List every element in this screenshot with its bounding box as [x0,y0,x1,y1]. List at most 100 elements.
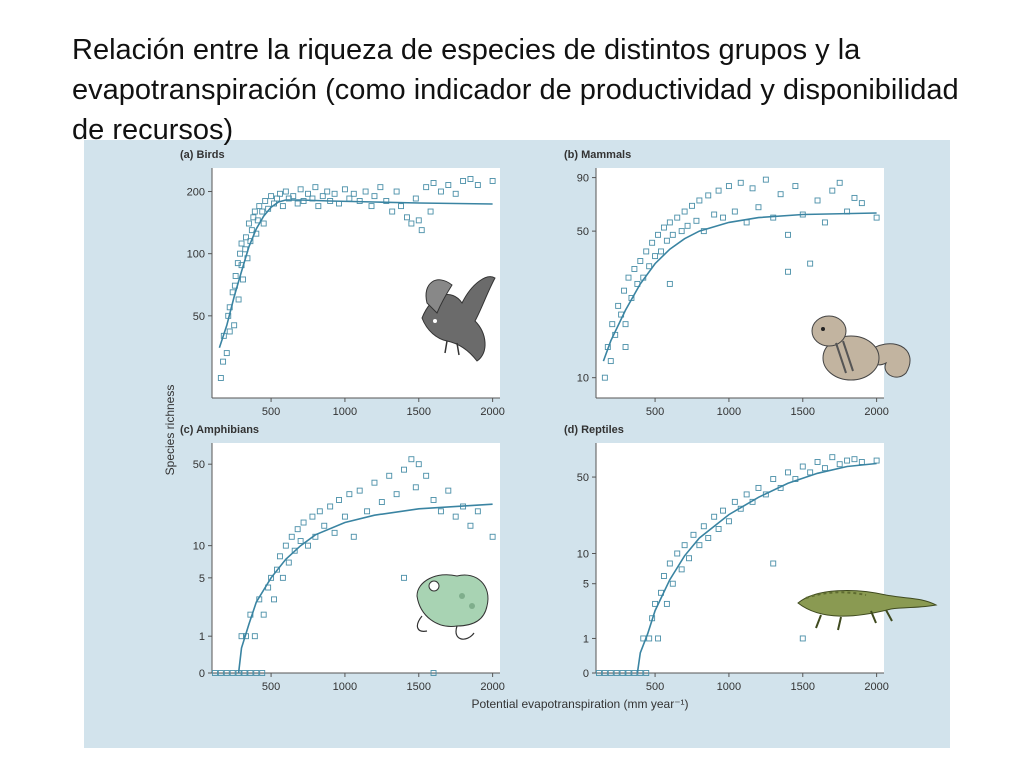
figure-panel: Species richness Potential evapotranspir… [84,140,950,748]
mammals-fit-curve [602,212,877,362]
birds-data-point [237,250,244,257]
birds-data-point [412,195,419,202]
reptiles-data-point [674,550,681,557]
birds-data-point [467,176,474,182]
mammals-x-tick-label: 500 [646,406,664,418]
mammals-x-tick-label: 1000 [717,406,741,418]
mammals-data-point [851,194,858,201]
mammals-data-point [715,187,722,194]
x-axis-label: Potential evapotranspiration (mm year⁻¹) [471,697,688,711]
reptiles-data-point [711,513,718,520]
amphibians-data-point [316,508,323,515]
reptiles-data-point [596,670,602,676]
amphibians-data-point [346,491,353,498]
amphibians-data-point [274,566,280,573]
reptiles-data-point [607,670,614,676]
amphibians-data-point [430,670,437,676]
mammals-data-point [621,287,628,294]
birds-data-point [312,184,319,191]
amphibians-data-point [371,479,378,486]
slide-title: Relación entre la riqueza de especies de… [72,34,959,146]
reptiles-data-point [743,491,750,498]
chipmunk-eye [821,327,825,331]
amphibians-x-tick-label: 1500 [407,681,431,693]
reptiles-fit-curve [636,462,877,674]
amphibians-data-point [327,503,334,510]
birds-data-point [371,193,378,200]
amphibians-data-point [401,466,407,473]
amphibians-data-point [489,533,496,540]
birds-data-point [279,203,286,210]
amphibians-data-point [294,526,301,533]
amphibians-y-tick-label: 0 [199,668,205,680]
birds-data-point [408,220,415,227]
mammals-data-point [725,183,732,190]
birds-y-tick-label: 200 [187,187,205,199]
amphibians-data-point [259,670,266,676]
reptiles-data-point [814,459,821,465]
mammals-data-point [785,231,791,238]
reptiles-y-tick-label: 5 [583,579,589,591]
mammals-data-point [755,204,762,211]
amphibians-data-point [305,542,311,549]
reptiles-data-point [655,635,661,642]
birds-data-point [423,184,430,191]
amphibians-data-point [474,508,481,515]
bird-legs [444,340,460,356]
mammals-data-point [836,179,843,186]
birds-data-point [290,193,297,200]
mammals-data-point [663,237,670,244]
birds-data-point [254,217,261,224]
amphibians-data-point [378,499,385,505]
reptiles-data-point [601,670,608,676]
birds-title: (a) Birds [180,149,225,161]
mammals-data-point [689,202,695,209]
amphibians-data-point [217,670,224,676]
crocodile-scales [805,591,867,599]
mammals-data-point [696,197,703,204]
birds-y-tick-label: 50 [193,311,205,323]
amphibians-data-point [401,574,407,581]
reptiles-data-point [799,463,806,470]
reptiles-data-point [669,580,676,587]
mammals-data-point [821,219,828,226]
mammals-data-point [622,321,629,328]
mammals-data-point [631,266,638,272]
mammals-data-point [770,214,777,221]
birds-data-point [437,188,444,195]
amphibians-data-point [408,456,415,463]
bird-eye [433,319,437,323]
mammals-data-point [609,321,616,328]
amphibians-data-point [268,574,275,581]
reptiles-data-point [705,535,712,541]
frog-spot [459,593,465,599]
mammals-data-point [762,176,769,183]
birds-x-tick-label: 2000 [480,406,504,418]
birds-data-point [452,190,459,197]
birds-data-point [324,188,331,195]
reptiles-data-point [844,457,851,464]
amphibians-data-point [238,633,245,640]
crocodile-legs [815,609,893,631]
birds-data-point [404,214,410,221]
reptiles-title: (d) Reptiles [564,424,624,436]
mammals-data-point [777,191,784,198]
mammals-data-point [681,208,688,215]
birds-plot-area [212,168,500,398]
mammals-data-point [666,280,673,287]
amphibians-data-point [282,542,289,549]
reptiles-y-tick-label: 1 [583,633,589,645]
reptiles-data-point [625,670,632,676]
birds-data-point [248,227,255,234]
birds-data-point [262,198,269,204]
birds-data-point [268,193,275,200]
amphibians-data-point [300,519,307,526]
reptiles-data-point [619,670,626,676]
birds-data-point [234,260,241,267]
reptiles-data-point [715,526,722,532]
amphibians-panel: (c) Amphibians 500 1000 1500 2000 0 1 5 10 50 [180,424,505,693]
birds-data-point [260,220,267,227]
mammals-data-point [601,374,608,381]
chipmunk-head [811,315,847,347]
birds-data-point [377,184,384,191]
